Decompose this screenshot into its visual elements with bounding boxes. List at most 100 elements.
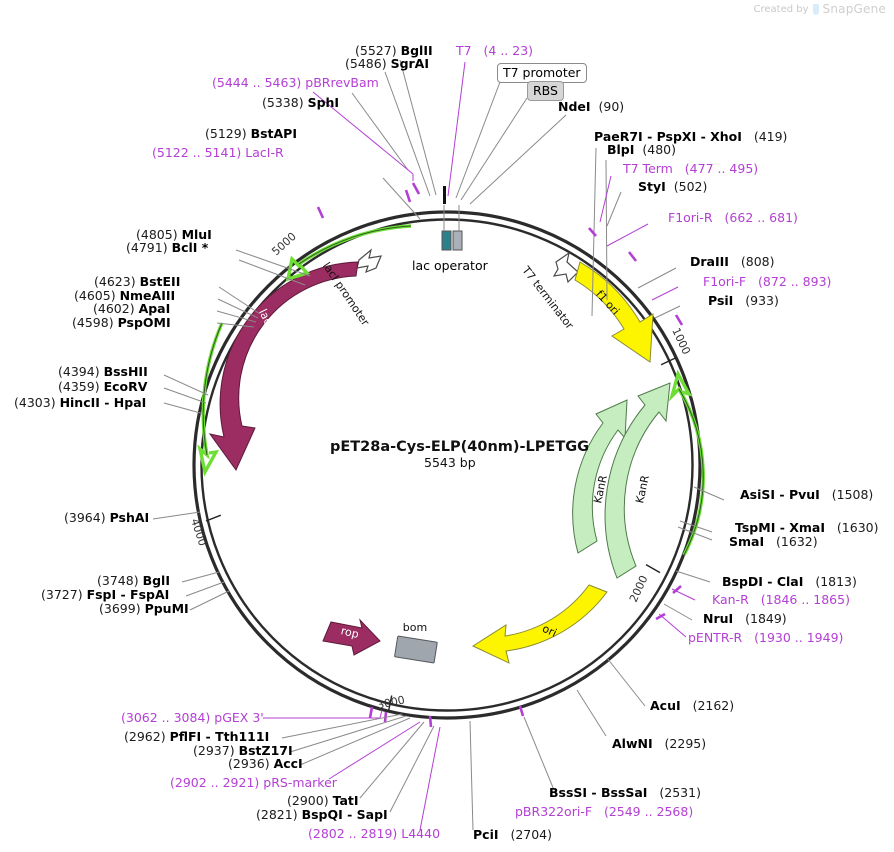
site-position: (2295) — [664, 736, 707, 751]
site-position: (1632) — [776, 534, 818, 549]
primer-label-kan-r[interactable]: Kan-R (1846 .. 1865) — [712, 593, 850, 606]
site-label-tati[interactable]: (2900) TatI — [287, 794, 359, 807]
primer-label-pgex-3prime[interactable]: (3062 .. 3084) pGEX 3' — [121, 711, 264, 724]
site-enzyme: AccI — [273, 756, 303, 771]
site-label-bglii[interactable]: (5527) BglII — [355, 44, 433, 57]
feature-label-t7-promoter[interactable]: T7 promoter — [497, 63, 587, 83]
site-enzyme: PshAI — [109, 510, 150, 525]
site-label-apai[interactable]: (4602) ApaI — [93, 302, 170, 315]
site-label-alwni[interactable]: AlwNI (2295) — [612, 737, 706, 750]
site-label-hincii[interactable]: (4303) HincII - HpaI — [14, 396, 146, 409]
plasmid-backbone — [192, 210, 702, 720]
site-label-smai[interactable]: SmaI (1632) — [729, 535, 818, 548]
site-label-fspi[interactable]: (3727) FspI - FspAI — [41, 588, 169, 601]
site-enzyme: NdeI — [558, 99, 591, 114]
site-enzyme: AsiSI - PvuI — [740, 487, 820, 502]
site-enzyme: StyI — [638, 179, 666, 194]
site-label-ecorv[interactable]: (4359) EcoRV — [58, 380, 147, 393]
primer-name: pBR322ori-F — [515, 804, 593, 819]
primer-label-laci-r[interactable]: (5122 .. 5141) LacI-R — [152, 146, 284, 159]
site-label-ppumi[interactable]: (3699) PpuMI — [99, 602, 189, 615]
site-enzyme: PsiI — [708, 293, 734, 308]
site-label-nmeaiii[interactable]: (4605) NmeAIII — [74, 289, 175, 302]
primer-range: (2549 .. 2568) — [603, 804, 694, 819]
site-position: (5486) — [345, 56, 387, 71]
leader-lines-bottom — [263, 709, 441, 831]
site-label-acci[interactable]: (2936) AccI — [228, 757, 303, 770]
feature-bom — [394, 635, 438, 664]
site-position: (3964) — [64, 510, 106, 525]
site-label-bspdi[interactable]: BspDI - ClaI (1813) — [722, 575, 857, 588]
site-label-pspomi[interactable]: (4598) PspOMI — [72, 316, 171, 329]
site-label-sgrai[interactable]: (5486) SgrAI — [345, 57, 429, 70]
site-label-sphi[interactable]: (5338) SphI — [262, 96, 339, 109]
site-position: (480) — [642, 142, 676, 157]
feature-T7-terminator — [552, 251, 579, 284]
site-label-bgli[interactable]: (3748) BglI — [97, 574, 170, 587]
site-label-bspqi[interactable]: (2821) BspQI - SapI — [256, 808, 388, 821]
site-enzyme: BlpI — [607, 142, 635, 157]
site-label-pcii[interactable]: PciI (2704) — [473, 828, 552, 841]
primer-name: pBRrevBam — [305, 75, 379, 90]
primer-name: F1ori-R — [668, 210, 713, 225]
site-label-psii[interactable]: PsiI (933) — [708, 294, 779, 307]
site-label-bstz17i[interactable]: (2937) BstZ17I — [193, 744, 293, 757]
site-enzyme: PaeR7I - PspXI - XhoI — [594, 129, 742, 144]
site-position: (4602) — [93, 301, 135, 316]
site-label-ndei[interactable]: NdeI (90) — [558, 100, 624, 113]
primer-name: T7 — [456, 43, 472, 58]
primer-label-f1ori-r[interactable]: F1ori-R (662 .. 681) — [668, 211, 798, 224]
svg-text:KanR: KanR — [591, 474, 610, 505]
site-label-bstapi[interactable]: (5129) BstAPI — [205, 127, 297, 140]
primer-label-prs-marker[interactable]: (2902 .. 2921) pRS-marker — [170, 776, 337, 789]
site-position: (4359) — [58, 379, 100, 394]
site-enzyme: EcoRV — [103, 379, 148, 394]
site-position: (502) — [673, 179, 708, 194]
primer-label-t7[interactable]: T7 (4 .. 23) — [456, 44, 533, 57]
svg-text:3000: 3000 — [376, 693, 406, 712]
primer-range: (5122 .. 5141) — [152, 145, 242, 160]
primer-range: (1846 .. 1865) — [760, 592, 850, 607]
primer-name: pGEX 3' — [214, 710, 264, 725]
site-label-asisi[interactable]: AsiSI - PvuI (1508) — [740, 488, 873, 501]
site-label-draiii[interactable]: DraIII (808) — [690, 255, 774, 268]
site-enzyme: BglI — [142, 573, 170, 588]
site-position: (3748) — [97, 573, 139, 588]
site-position: (5129) — [205, 126, 247, 141]
primer-name: pRS-marker — [263, 775, 337, 790]
site-enzyme: ApaI — [138, 301, 171, 316]
site-label-styi[interactable]: StyI (502) — [638, 180, 707, 193]
site-label-bcli[interactable]: (4791) BclI * — [126, 241, 208, 254]
primer-range: (5444 .. 5463) — [212, 75, 302, 90]
primer-label-l4440[interactable]: (2802 .. 2819) L4440 — [308, 827, 440, 840]
primer-label-t7-term[interactable]: T7 Term (477 .. 495) — [623, 162, 758, 175]
site-label-mlui[interactable]: (4805) MluI — [136, 228, 212, 241]
primer-label-pbr322ori-f[interactable]: pBR322ori-F (2549 .. 2568) — [515, 805, 693, 818]
primer-label-pentr-r[interactable]: pENTR-R (1930 .. 1949) — [688, 631, 843, 644]
leader-lines-top — [312, 59, 681, 319]
primer-label-pbrrevbam[interactable]: (5444 .. 5463) pBRrevBam — [212, 76, 379, 89]
site-label-blpi[interactable]: BlpI (480) — [607, 143, 676, 156]
site-label-nrui[interactable]: NruI (1849) — [703, 612, 787, 625]
site-label-bstei[interactable]: (4623) BstEII — [94, 275, 180, 288]
site-position: (4303) — [14, 395, 56, 410]
site-label-pshai[interactable]: (3964) PshAI — [64, 511, 149, 524]
site-label-acui[interactable]: AcuI (2162) — [650, 699, 734, 712]
primer-name: Kan-R — [712, 592, 749, 607]
site-enzyme: TspMI - XmaI — [735, 520, 825, 535]
leader-lines-left — [152, 249, 311, 611]
site-label-bsssi[interactable]: BssSI - BssSaI (2531) — [549, 786, 701, 799]
site-label-tspmi[interactable]: TspMI - XmaI (1630) — [735, 521, 878, 534]
site-position: (3727) — [41, 587, 83, 602]
site-label-bsshii[interactable]: (4394) BssHII — [58, 365, 148, 378]
primer-label-f1ori-f[interactable]: F1ori-F (872 .. 893) — [703, 275, 831, 288]
site-label-pflfi[interactable]: (2962) PflFI - Tth111I — [124, 730, 269, 743]
feature-lacI-promoter — [356, 248, 382, 274]
site-label-paer7i[interactable]: PaeR7I - PspXI - XhoI (419) — [594, 130, 787, 143]
primer-range: (2802 .. 2819) — [308, 826, 398, 841]
plasmid-size: 5543 bp — [424, 455, 476, 470]
feature-label-rbs[interactable]: RBS — [527, 81, 564, 101]
site-position: (2900) — [287, 793, 329, 808]
site-position: (4791) — [126, 240, 168, 255]
